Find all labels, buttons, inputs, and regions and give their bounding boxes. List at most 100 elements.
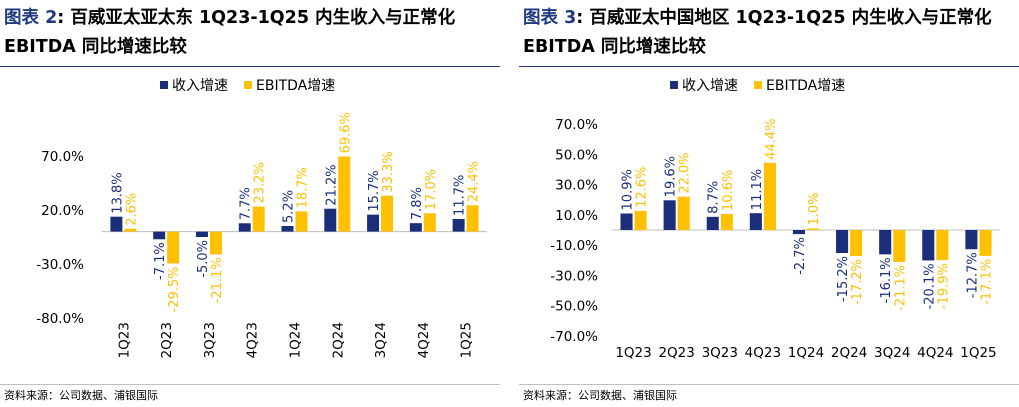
y-tick-label: 50.0% bbox=[555, 147, 598, 163]
ebitda-data-label: 22.0% bbox=[678, 152, 693, 193]
revenue-bar bbox=[238, 223, 251, 232]
chart-title: 图表 2: 百威亚太亚太东 1Q23-1Q25 内生收入与正常化 EBITDA … bbox=[4, 4, 496, 62]
bars bbox=[110, 156, 479, 264]
figure-number: 3 bbox=[564, 8, 577, 28]
x-tick-label: 3Q24 bbox=[373, 322, 389, 358]
revenue-data-label: 11.7% bbox=[453, 175, 468, 216]
y-tick-label: -70.0% bbox=[550, 329, 598, 345]
legend-label: EBITDA增速 bbox=[256, 78, 335, 94]
revenue-data-label: 21.2% bbox=[324, 164, 339, 205]
ebitda-bar bbox=[677, 196, 690, 230]
ebitda-data-label: 24.4% bbox=[467, 161, 482, 202]
x-tick-label: 2Q23 bbox=[658, 345, 694, 361]
ebitda-bar bbox=[466, 205, 479, 232]
source-divider bbox=[0, 384, 500, 385]
ebitda-data-label: -21.1% bbox=[893, 265, 908, 311]
legend-swatch bbox=[670, 81, 678, 89]
ebitda-data-label: 23.2% bbox=[253, 162, 268, 203]
revenue-bar bbox=[965, 230, 978, 250]
x-tick-label: 4Q24 bbox=[416, 322, 432, 358]
revenue-data-label: 7.7% bbox=[239, 187, 254, 220]
chart-title: 图表 3: 百威亚太中国地区 1Q23-1Q25 内生收入与正常化 EBITDA… bbox=[523, 4, 1015, 62]
ebitda-data-label: -21.1% bbox=[210, 257, 225, 303]
x-tick-label: 2Q23 bbox=[159, 322, 175, 358]
legend-label: 收入增速 bbox=[172, 78, 228, 94]
ebitda-bar bbox=[850, 230, 863, 257]
x-tick-label: 1Q25 bbox=[459, 322, 475, 358]
figure-label: 图表 bbox=[4, 8, 39, 28]
title-divider bbox=[0, 66, 500, 67]
revenue-data-label: 13.8% bbox=[110, 172, 125, 213]
revenue-data-label: -5.0% bbox=[196, 240, 211, 278]
revenue-data-label: 5.2% bbox=[282, 190, 297, 223]
y-axis: 70.0% 50.0% 30.0% 10.0% -10.0% -30.0% -50.0% -7… bbox=[550, 117, 598, 345]
ebitda-data-label: 44.4% bbox=[764, 118, 779, 159]
revenue-bar bbox=[367, 214, 380, 232]
legend-swatch bbox=[754, 81, 762, 89]
ebitda-bar bbox=[381, 195, 394, 232]
chart-panel-left: 图表 2: 百威亚太亚太东 1Q23-1Q25 内生收入与正常化 EBITDA … bbox=[0, 0, 500, 407]
revenue-bar bbox=[706, 216, 719, 230]
ebitda-data-label: -19.9% bbox=[936, 263, 951, 309]
ebitda-data-label: -17.1% bbox=[979, 259, 994, 305]
ebitda-bar bbox=[167, 231, 180, 264]
revenue-bar bbox=[620, 213, 633, 230]
revenue-bar bbox=[110, 216, 123, 232]
revenue-bar bbox=[409, 223, 422, 232]
source-note: 资料来源：公司数据、浦银国际 bbox=[4, 389, 158, 402]
revenue-bar bbox=[324, 208, 337, 232]
ebitda-data-label: 17.0% bbox=[424, 169, 439, 210]
revenue-bar bbox=[195, 231, 208, 237]
y-tick-label: -80.0% bbox=[36, 311, 84, 327]
x-tick-label: 1Q23 bbox=[615, 345, 651, 361]
revenue-bar bbox=[879, 230, 892, 255]
data-labels: 13.8%2.6% -7.1%-29.5% -5.0%-21.1% 7.7%23.2%… bbox=[110, 112, 481, 312]
ebitda-bar bbox=[209, 231, 222, 255]
ebitda-bar bbox=[936, 230, 949, 261]
legend-item: EBITDA增速 bbox=[754, 78, 845, 94]
ebitda-bar bbox=[252, 206, 265, 232]
ebitda-data-label: 33.3% bbox=[381, 151, 396, 192]
legend-item: 收入增速 bbox=[670, 78, 738, 94]
y-tick-label: 70.0% bbox=[41, 149, 84, 165]
legend-swatch bbox=[160, 81, 168, 89]
source-divider bbox=[519, 384, 1019, 385]
x-tick-label: 2Q24 bbox=[330, 322, 346, 358]
ebitda-data-label: 18.7% bbox=[295, 167, 310, 208]
ebitda-data-label: 10.6% bbox=[721, 170, 736, 211]
legend: 收入增速 EBITDA增速 bbox=[160, 78, 335, 94]
revenue-data-label: 8.7% bbox=[707, 181, 722, 214]
ebitda-data-label: -17.2% bbox=[850, 259, 865, 305]
revenue-bar bbox=[153, 231, 166, 240]
bars bbox=[620, 162, 992, 262]
y-tick-label: -50.0% bbox=[550, 299, 598, 315]
revenue-bar bbox=[281, 225, 294, 232]
legend-item: 收入增速 bbox=[160, 78, 228, 94]
y-tick-label: 30.0% bbox=[555, 178, 598, 194]
y-tick-label: 70.0% bbox=[555, 117, 598, 133]
revenue-data-label: 11.1% bbox=[750, 169, 765, 210]
ebitda-bar bbox=[295, 211, 308, 232]
revenue-bar bbox=[836, 230, 849, 254]
ebitda-bar bbox=[979, 230, 992, 256]
ebitda-bar bbox=[763, 162, 776, 230]
bar-chart: 收入增速 EBITDA增速70.0%20.0%-30.0%-80.0%13.8%2… bbox=[36, 78, 487, 358]
revenue-data-label: 15.7% bbox=[367, 170, 382, 211]
y-tick-label: -30.0% bbox=[550, 268, 598, 284]
ebitda-data-label: 69.6% bbox=[338, 112, 353, 153]
x-tick-label: 4Q24 bbox=[917, 345, 953, 361]
revenue-bar bbox=[922, 230, 935, 261]
title-divider bbox=[519, 66, 1019, 67]
x-tick-label: 2Q24 bbox=[831, 345, 867, 361]
x-tick-label: 1Q23 bbox=[116, 322, 132, 358]
chart-panel-right: 图表 3: 百威亚太中国地区 1Q23-1Q25 内生收入与正常化 EBITDA… bbox=[519, 0, 1019, 407]
y-tick-label: 20.0% bbox=[41, 203, 84, 219]
x-tick-label: 4Q23 bbox=[745, 345, 781, 361]
ebitda-bar bbox=[634, 210, 647, 230]
x-tick-label: 3Q23 bbox=[702, 345, 738, 361]
ebitda-bar bbox=[124, 228, 137, 232]
legend-swatch bbox=[244, 81, 252, 89]
title-text: : 百威亚太中国地区 1Q23-1Q25 内生收入与正常化 EBITDA 同比增… bbox=[523, 8, 992, 57]
ebitda-bar bbox=[893, 230, 906, 262]
ebitda-bar bbox=[807, 228, 820, 230]
